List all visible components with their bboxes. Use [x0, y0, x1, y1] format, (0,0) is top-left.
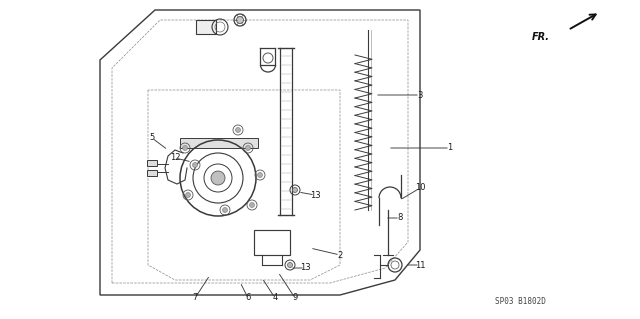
Bar — [147, 170, 157, 176]
Circle shape — [236, 128, 241, 132]
Bar — [196, 20, 216, 34]
Text: 1: 1 — [447, 144, 452, 152]
Circle shape — [186, 192, 191, 197]
Text: FR.: FR. — [532, 32, 550, 42]
Text: 2: 2 — [337, 250, 342, 259]
Circle shape — [292, 188, 298, 192]
Bar — [147, 160, 157, 166]
Circle shape — [182, 145, 188, 151]
Text: SP03 B1802D: SP03 B1802D — [495, 298, 545, 307]
Text: 7: 7 — [192, 293, 198, 302]
Text: 11: 11 — [415, 261, 425, 270]
Text: 6: 6 — [245, 293, 251, 302]
Text: 3: 3 — [417, 91, 422, 100]
Circle shape — [287, 263, 292, 268]
Text: 5: 5 — [149, 133, 155, 143]
Circle shape — [193, 162, 198, 167]
Text: 9: 9 — [292, 293, 298, 302]
Circle shape — [211, 171, 225, 185]
Circle shape — [237, 17, 243, 24]
Text: 13: 13 — [310, 190, 320, 199]
Text: 10: 10 — [415, 183, 425, 192]
Text: 8: 8 — [397, 213, 403, 222]
Polygon shape — [180, 138, 258, 148]
Text: 13: 13 — [300, 263, 310, 272]
Text: 12: 12 — [170, 153, 180, 162]
Circle shape — [257, 173, 262, 177]
Circle shape — [223, 207, 227, 212]
Circle shape — [246, 145, 250, 151]
Circle shape — [250, 203, 255, 207]
Text: 4: 4 — [273, 293, 278, 302]
